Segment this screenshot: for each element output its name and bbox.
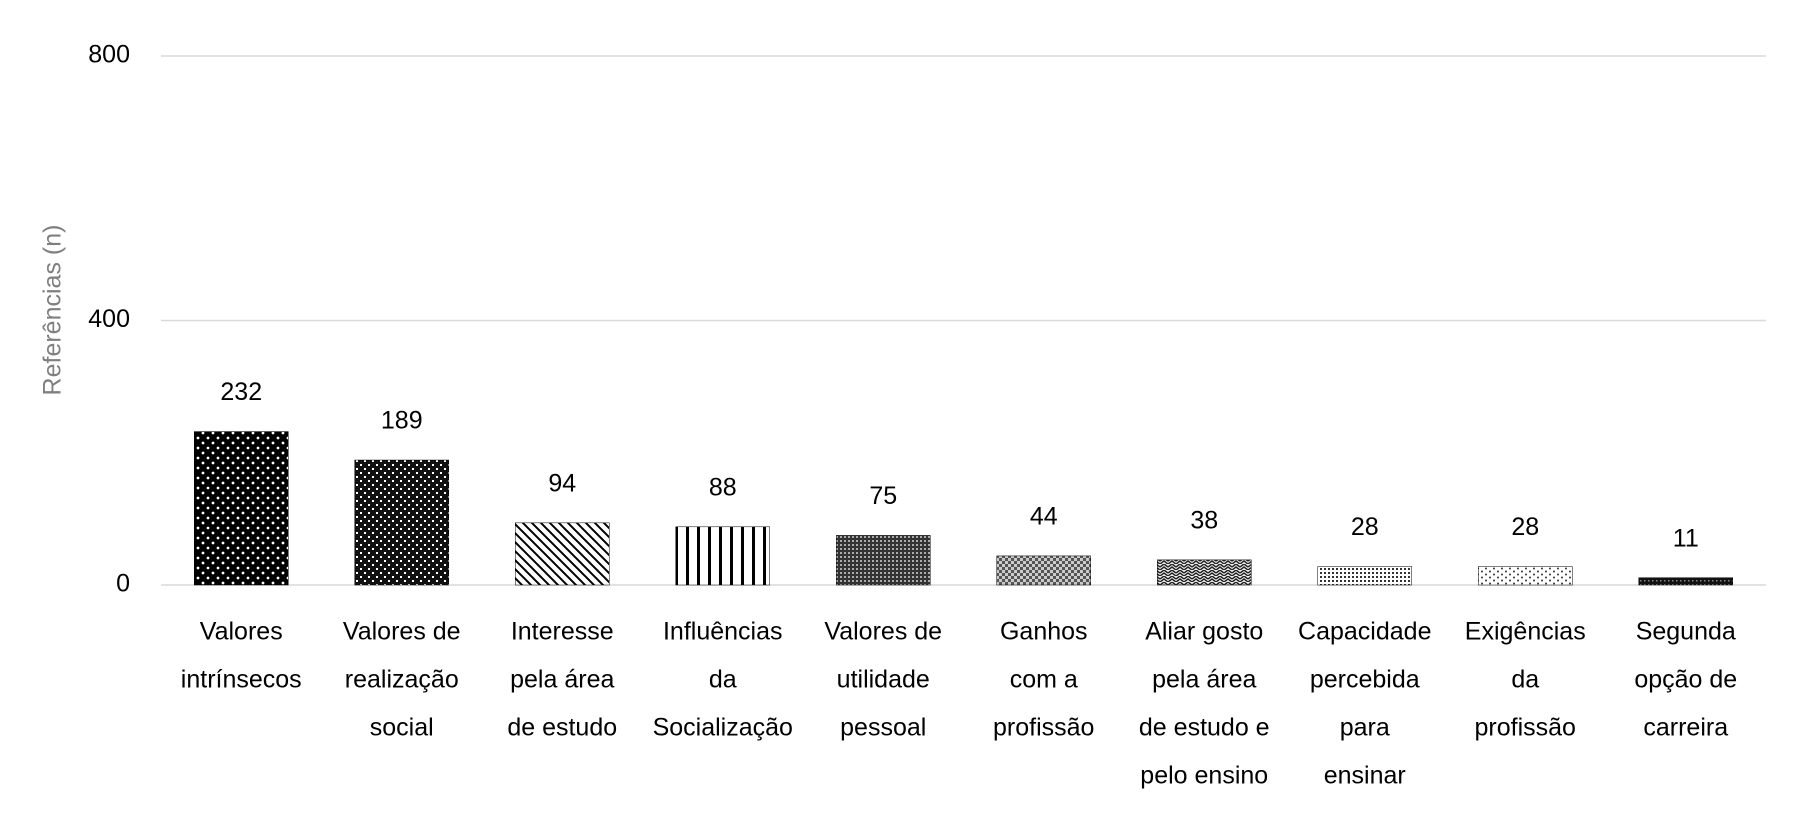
value-label: 88 bbox=[709, 473, 737, 501]
x-tick-label: intrínsecos bbox=[181, 666, 302, 694]
value-label: 94 bbox=[548, 469, 576, 497]
x-tick-label: Valores bbox=[200, 618, 283, 646]
y-axis-label: Referências (n) bbox=[39, 225, 67, 396]
value-label: 44 bbox=[1030, 503, 1058, 531]
x-tick-label: Valores de bbox=[343, 618, 461, 646]
value-label: 75 bbox=[869, 482, 897, 510]
y-tick-label: 400 bbox=[88, 305, 130, 333]
x-tick-label: profissão bbox=[993, 714, 1094, 742]
value-label: 189 bbox=[381, 407, 423, 435]
x-tick-label: opção de bbox=[1634, 666, 1737, 694]
x-tick-label: com a bbox=[1010, 666, 1078, 694]
bar bbox=[996, 555, 1091, 586]
x-tick-label: profissão bbox=[1475, 714, 1576, 742]
x-tick-label: carreira bbox=[1643, 714, 1728, 742]
x-tick-label: Valores de bbox=[824, 618, 942, 646]
bar bbox=[1638, 577, 1733, 586]
bar bbox=[515, 522, 610, 586]
bar bbox=[1157, 559, 1252, 586]
x-tick-label: da bbox=[1511, 666, 1539, 694]
x-tick-label: Ganhos bbox=[1000, 618, 1088, 646]
value-label: 232 bbox=[220, 378, 262, 406]
x-tick-label: Socialização bbox=[653, 714, 793, 742]
x-tick-label: realização bbox=[345, 666, 459, 694]
x-tick-label: utilidade bbox=[837, 666, 930, 694]
x-tick-label: da bbox=[709, 666, 737, 694]
x-tick-label: percebida bbox=[1310, 666, 1420, 694]
bar bbox=[836, 535, 931, 586]
x-tick-label: social bbox=[370, 714, 434, 742]
x-tick-label: pelo ensino bbox=[1140, 762, 1268, 790]
x-tick-label: Exigências bbox=[1465, 618, 1586, 646]
x-tick-label: Capacidade bbox=[1298, 618, 1431, 646]
bar bbox=[354, 459, 449, 586]
x-tick-label: Aliar gosto bbox=[1145, 618, 1263, 646]
value-label: 28 bbox=[1351, 513, 1379, 541]
x-tick-label: ensinar bbox=[1324, 762, 1406, 790]
x-tick-label: pessoal bbox=[840, 714, 926, 742]
x-tick-label: Influências bbox=[663, 618, 783, 646]
bar bbox=[194, 431, 289, 586]
bar bbox=[1317, 566, 1412, 586]
bar bbox=[1478, 566, 1573, 586]
value-label: 11 bbox=[1673, 524, 1699, 552]
x-tick-label: para bbox=[1340, 714, 1390, 742]
x-tick-label: Interesse bbox=[511, 618, 614, 646]
value-label: 38 bbox=[1190, 506, 1218, 534]
x-tick-label: Segunda bbox=[1636, 618, 1736, 646]
x-tick-label: de estudo bbox=[507, 714, 617, 742]
x-tick-label: de estudo e bbox=[1139, 714, 1270, 742]
y-tick-label: 800 bbox=[88, 41, 130, 69]
y-tick-label: 0 bbox=[116, 570, 130, 598]
bar bbox=[675, 526, 770, 586]
x-tick-label: pela área bbox=[1152, 666, 1256, 694]
value-label: 28 bbox=[1511, 513, 1539, 541]
x-tick-label: pela área bbox=[510, 666, 614, 694]
